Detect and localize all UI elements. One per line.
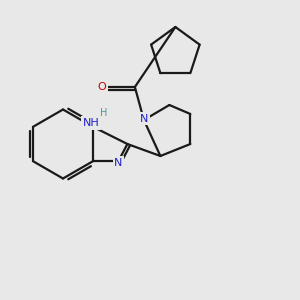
Text: O: O bbox=[98, 82, 106, 92]
Text: N: N bbox=[114, 158, 123, 168]
Text: H: H bbox=[100, 108, 107, 118]
Text: NH: NH bbox=[83, 118, 100, 128]
Text: N: N bbox=[140, 113, 148, 124]
